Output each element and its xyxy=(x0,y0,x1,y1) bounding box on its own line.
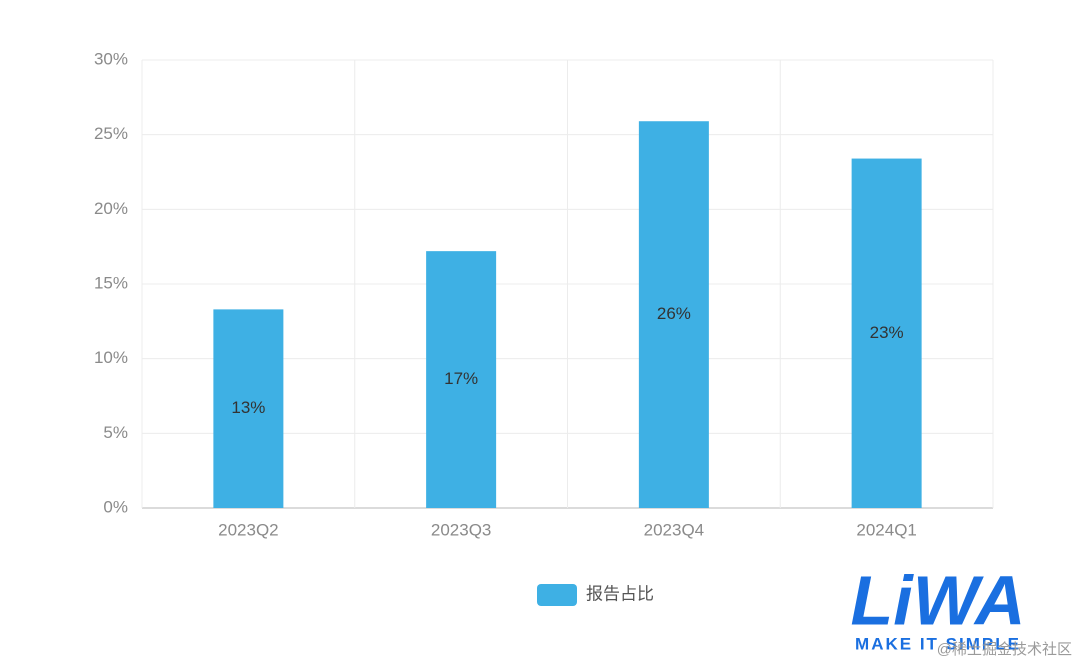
y-tick-label: 30% xyxy=(94,49,128,68)
value-label: 23% xyxy=(870,323,904,342)
y-tick-label: 20% xyxy=(94,199,128,218)
value-label: 26% xyxy=(657,304,691,323)
y-tick-label: 25% xyxy=(94,124,128,143)
y-tick-label: 5% xyxy=(103,423,128,442)
legend-label: 报告占比 xyxy=(586,584,654,603)
x-tick-label: 2023Q4 xyxy=(644,520,705,539)
value-label: 17% xyxy=(444,369,478,388)
x-tick-label: 2023Q3 xyxy=(431,520,492,539)
logo-tagline: MAKE IT SIMPLE xyxy=(855,634,1021,653)
value-label: 13% xyxy=(231,398,265,417)
bar xyxy=(638,121,709,508)
x-tick-label: 2024Q1 xyxy=(856,520,917,539)
logo: LiWA xyxy=(851,561,1026,639)
credit: @稀土掘金技术社区 xyxy=(937,641,1072,658)
bar xyxy=(213,309,284,508)
legend-swatch xyxy=(537,584,577,606)
y-tick-label: 0% xyxy=(103,497,128,516)
bar xyxy=(851,158,922,508)
y-tick-label: 15% xyxy=(94,273,128,292)
x-tick-label: 2023Q2 xyxy=(218,520,279,539)
y-tick-label: 10% xyxy=(94,348,128,367)
bar xyxy=(426,251,497,508)
